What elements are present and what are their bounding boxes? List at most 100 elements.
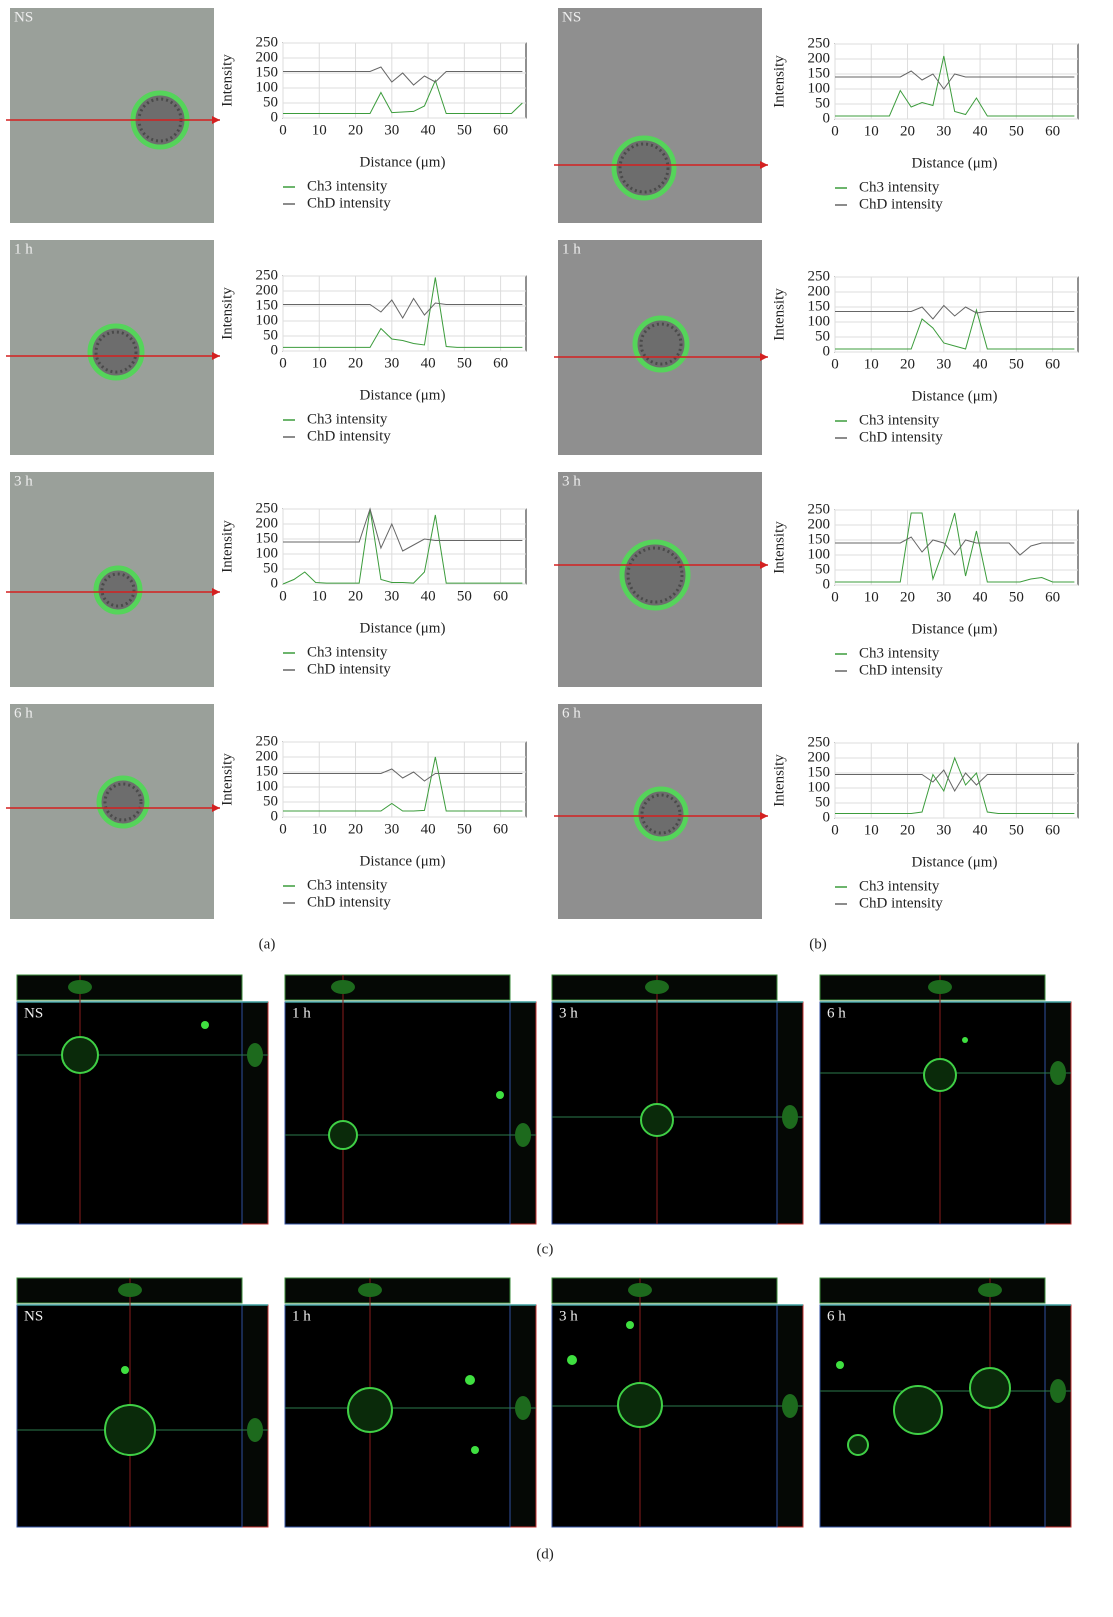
y-tick-label: 250	[808, 35, 831, 51]
xz-signal	[331, 980, 355, 994]
intensity-line	[283, 756, 523, 812]
x-tick-label: 30	[936, 589, 951, 605]
x-tick-label: 60	[1045, 123, 1060, 139]
y-axis-label: Intensity	[219, 520, 235, 573]
x-axis-label: Distance (μm)	[912, 621, 998, 637]
arrow-head	[760, 812, 768, 820]
xz-signal	[978, 1283, 1002, 1297]
x-tick-label: 0	[831, 356, 839, 372]
x-tick-label: 40	[421, 122, 436, 138]
y-tick-label: 100	[808, 313, 831, 329]
y-tick-label: 150	[256, 763, 279, 779]
yz-signal	[782, 1105, 798, 1129]
yz-signal	[1050, 1061, 1066, 1085]
x-tick-label: 60	[493, 122, 508, 138]
image-label: 3 h	[559, 1308, 578, 1324]
xz-view	[819, 1277, 1046, 1304]
y-tick-label: 150	[256, 530, 279, 546]
x-tick-label: 50	[457, 821, 472, 837]
fluorescent-cell	[893, 1385, 943, 1435]
y-tick-label: 200	[808, 749, 831, 765]
y-tick-label: 200	[256, 515, 279, 531]
legend-label: ChD intensity	[859, 662, 943, 678]
x-tick-label: 20	[900, 589, 915, 605]
x-tick-label: 10	[312, 355, 327, 371]
x-tick-label: 30	[936, 822, 951, 838]
image-label: 6 h	[827, 1308, 846, 1324]
legend-label: Ch3 intensity	[307, 178, 388, 194]
panel-caption: (d)	[536, 1546, 554, 1562]
cell-texture	[640, 793, 682, 835]
y-axis-label: Intensity	[219, 54, 235, 107]
legend-label: Ch3 intensity	[307, 877, 388, 893]
cell-texture	[94, 330, 138, 374]
y-tick-label: 50	[263, 793, 278, 809]
y-tick-label: 200	[808, 50, 831, 66]
x-tick-label: 10	[864, 589, 879, 605]
y-tick-label: 0	[271, 808, 279, 824]
y-axis-label: Intensity	[771, 521, 787, 574]
plot-area	[834, 742, 1079, 819]
image-label: 6 h	[827, 1005, 846, 1021]
xz-signal	[928, 980, 952, 994]
intensity-line	[283, 79, 523, 114]
x-tick-label: 30	[384, 122, 399, 138]
y-axis-label: Intensity	[771, 55, 787, 108]
y-tick-label: 150	[808, 531, 831, 547]
legend-label: ChD intensity	[307, 195, 391, 211]
y-axis-label: Intensity	[219, 287, 235, 340]
x-tick-label: 50	[1009, 123, 1024, 139]
y-tick-label: 150	[808, 65, 831, 81]
plot-area	[282, 741, 527, 818]
x-tick-label: 60	[1045, 822, 1060, 838]
yz-signal	[247, 1418, 263, 1442]
image-label: 1 h	[292, 1308, 311, 1324]
intensity-line	[835, 769, 1075, 793]
y-tick-label: 100	[256, 79, 279, 95]
yz-signal	[515, 1123, 531, 1147]
legend-label: ChD intensity	[307, 428, 391, 444]
y-tick-label: 100	[808, 779, 831, 795]
cell	[632, 315, 690, 373]
intensity-line	[835, 536, 1075, 556]
fluorescent-cell	[496, 1091, 504, 1099]
xy-view	[551, 1304, 778, 1528]
x-tick-label: 40	[421, 821, 436, 837]
image-label: 1 h	[292, 1005, 311, 1021]
x-tick-label: 10	[864, 356, 879, 372]
x-tick-label: 10	[864, 822, 879, 838]
xz-view	[284, 974, 511, 1001]
x-tick-label: 40	[421, 588, 436, 604]
x-tick-label: 10	[312, 122, 327, 138]
x-tick-label: 40	[421, 355, 436, 371]
x-axis-label: Distance (μm)	[360, 853, 446, 869]
image-label: NS	[562, 9, 581, 25]
xz-signal	[628, 1283, 652, 1297]
x-tick-label: 30	[384, 355, 399, 371]
legend-label: ChD intensity	[307, 661, 391, 677]
x-tick-label: 20	[900, 123, 915, 139]
yz-view	[241, 1001, 269, 1225]
yz-signal	[1050, 1379, 1066, 1403]
intensity-line	[283, 507, 523, 552]
x-tick-label: 0	[279, 122, 287, 138]
y-tick-label: 250	[808, 734, 831, 750]
image-label: 3 h	[14, 473, 33, 489]
x-tick-label: 50	[1009, 356, 1024, 372]
fluorescent-cell	[567, 1355, 577, 1365]
x-tick-label: 30	[936, 356, 951, 372]
xz-view	[16, 974, 243, 1001]
x-tick-label: 50	[457, 588, 472, 604]
y-tick-label: 50	[815, 328, 830, 344]
arrow-head	[212, 116, 220, 124]
x-tick-label: 20	[900, 822, 915, 838]
y-tick-label: 200	[808, 283, 831, 299]
y-tick-label: 0	[823, 343, 831, 359]
x-tick-label: 40	[973, 822, 988, 838]
y-tick-label: 250	[256, 34, 279, 50]
xy-view	[284, 1304, 511, 1528]
legend-label: ChD intensity	[859, 895, 943, 911]
x-tick-label: 40	[973, 123, 988, 139]
fluorescent-cell	[836, 1361, 844, 1369]
intensity-line	[283, 297, 523, 319]
